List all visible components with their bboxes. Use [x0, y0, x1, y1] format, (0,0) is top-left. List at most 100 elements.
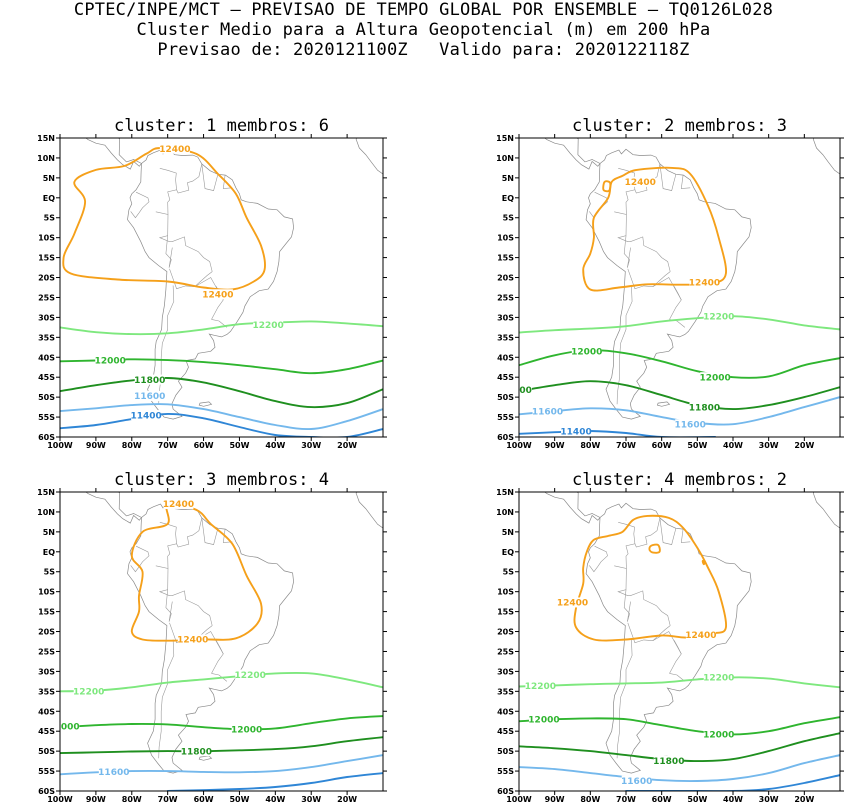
lat-tick-label: 40S [497, 353, 514, 362]
lon-tick-label: 60W [194, 441, 214, 450]
contour-label: 12400 [159, 145, 190, 155]
lat-tick-label: 5S [44, 214, 56, 223]
contour-label: 11600 [675, 420, 706, 430]
contour-label: 11800 [689, 404, 720, 414]
lat-tick-label: 10N [37, 508, 55, 517]
lon-tick-label: 80W [122, 441, 142, 450]
contour-label: 12000 [703, 731, 734, 741]
coastline [85, 138, 383, 420]
lat-tick-label: 30S [38, 667, 55, 676]
contour-12400 [573, 514, 728, 642]
contour-label: 11800 [181, 747, 212, 757]
lon-tick-label: 20W [794, 441, 814, 450]
contour-label: 12000 [700, 373, 731, 383]
lon-tick-label: 70W [158, 795, 178, 803]
lat-tick-label: 60S [38, 433, 55, 442]
contour-11400 [625, 774, 840, 791]
lat-tick-label: 35S [497, 333, 514, 342]
contour-12400 [582, 166, 728, 292]
lat-tick-label: 55S [497, 767, 514, 776]
lon-tick-label: 20W [794, 795, 814, 803]
contour-label: 11600 [532, 407, 563, 417]
lat-tick-label: 35S [38, 687, 55, 696]
contour-label: 12400 [557, 599, 588, 609]
lat-tick-label: 5S [503, 568, 515, 577]
lat-tick-label: 15N [496, 488, 514, 497]
lat-tick-label: 45S [38, 727, 55, 736]
lat-tick-label: 20S [497, 628, 514, 637]
map-frame [518, 137, 841, 438]
lon-tick-label: 50W [229, 441, 249, 450]
lon-tick-label: 90W [86, 795, 106, 803]
lon-tick-label: 40W [265, 795, 285, 803]
lat-tick-label: 15N [37, 488, 55, 497]
contour-label: 12400 [689, 279, 720, 289]
contour-12200 [519, 315, 840, 334]
lon-tick-label: 100W [506, 795, 532, 803]
lat-tick-label: 15S [497, 254, 514, 263]
lat-tick-label: 5N [502, 174, 514, 183]
lat-tick-label: 15N [496, 134, 514, 143]
lat-tick-label: 5S [44, 568, 56, 577]
lat-tick-label: 40S [38, 353, 55, 362]
lon-tick-label: 40W [265, 441, 285, 450]
lat-tick-label: 5N [43, 528, 55, 537]
lon-tick-label: 60W [652, 795, 672, 803]
lon-tick-label: 70W [616, 441, 636, 450]
lon-tick-label: 20W [337, 795, 357, 803]
lon-tick-label: 50W [687, 795, 707, 803]
lat-tick-label: EQ [43, 548, 55, 557]
lat-tick-label: 25S [38, 293, 55, 302]
contour-label: 12400 [163, 500, 194, 510]
map-panel-4: cluster: 4 membros: 2 12400 12400 12200 1220… [496, 470, 844, 803]
figure-title-line-2: Cluster Medio para a Altura Geopotencial… [136, 20, 711, 40]
lon-tick-label: 40W [723, 795, 743, 803]
lon-tick-label: 50W [229, 795, 249, 803]
panel-title: cluster: 3 membros: 4 [114, 470, 329, 490]
lon-tick-label: 30W [301, 795, 321, 803]
lat-tick-label: 25S [497, 293, 514, 302]
contour-label: 11800 [653, 757, 684, 767]
contour-label: 12200 [703, 674, 734, 684]
contour-12200 [519, 676, 840, 689]
lon-tick-label: 30W [301, 441, 321, 450]
lat-tick-label: 10S [497, 588, 514, 597]
contour-12000 [519, 349, 840, 379]
lat-tick-label: 55S [38, 767, 55, 776]
lon-tick-label: 90W [545, 795, 565, 803]
contour-label: 12400 [625, 178, 656, 188]
lat-tick-label: 45S [497, 373, 514, 382]
lon-tick-label: 90W [545, 441, 565, 450]
contour-12400 [130, 502, 263, 642]
contour-12400 [701, 559, 706, 566]
lat-tick-label: 10N [496, 154, 514, 163]
map-panel-2: cluster: 2 membros: 3 12400 12400 12200 1200… [496, 116, 844, 450]
lat-tick-label: 25S [38, 647, 55, 656]
contour-label: 11600 [134, 392, 165, 402]
lon-tick-label: 90W [86, 441, 106, 450]
lat-tick-label: 20S [38, 274, 55, 283]
contour-11400 [166, 772, 383, 791]
lon-tick-label: 80W [122, 795, 142, 803]
contour-11400 [60, 412, 383, 437]
contour-11800 [60, 377, 383, 409]
contour-label: 12200 [703, 312, 734, 322]
lat-tick-label: EQ [502, 548, 514, 557]
contour-label: 12200 [73, 688, 104, 698]
contour-label: 12000 [528, 715, 559, 725]
lon-tick-label: 70W [616, 795, 636, 803]
lat-tick-label: 20S [497, 274, 514, 283]
contour-12000 [519, 716, 840, 736]
lat-tick-label: 25S [497, 647, 514, 656]
lon-tick-label: 60W [194, 795, 214, 803]
lat-tick-label: 55S [497, 413, 514, 422]
panel-title: cluster: 4 membros: 2 [572, 470, 787, 490]
lat-tick-label: 10S [497, 234, 514, 243]
contour-label: 12200 [525, 682, 556, 692]
lat-tick-label: 30S [497, 667, 514, 676]
lat-tick-label: 50S [38, 393, 55, 402]
figure-title-line-1: CPTEC/INPE/MCT – PREVISAO DE TEMPO GLOBA… [73, 0, 774, 20]
contour-11600 [519, 754, 840, 783]
lat-tick-label: 15S [38, 254, 55, 263]
